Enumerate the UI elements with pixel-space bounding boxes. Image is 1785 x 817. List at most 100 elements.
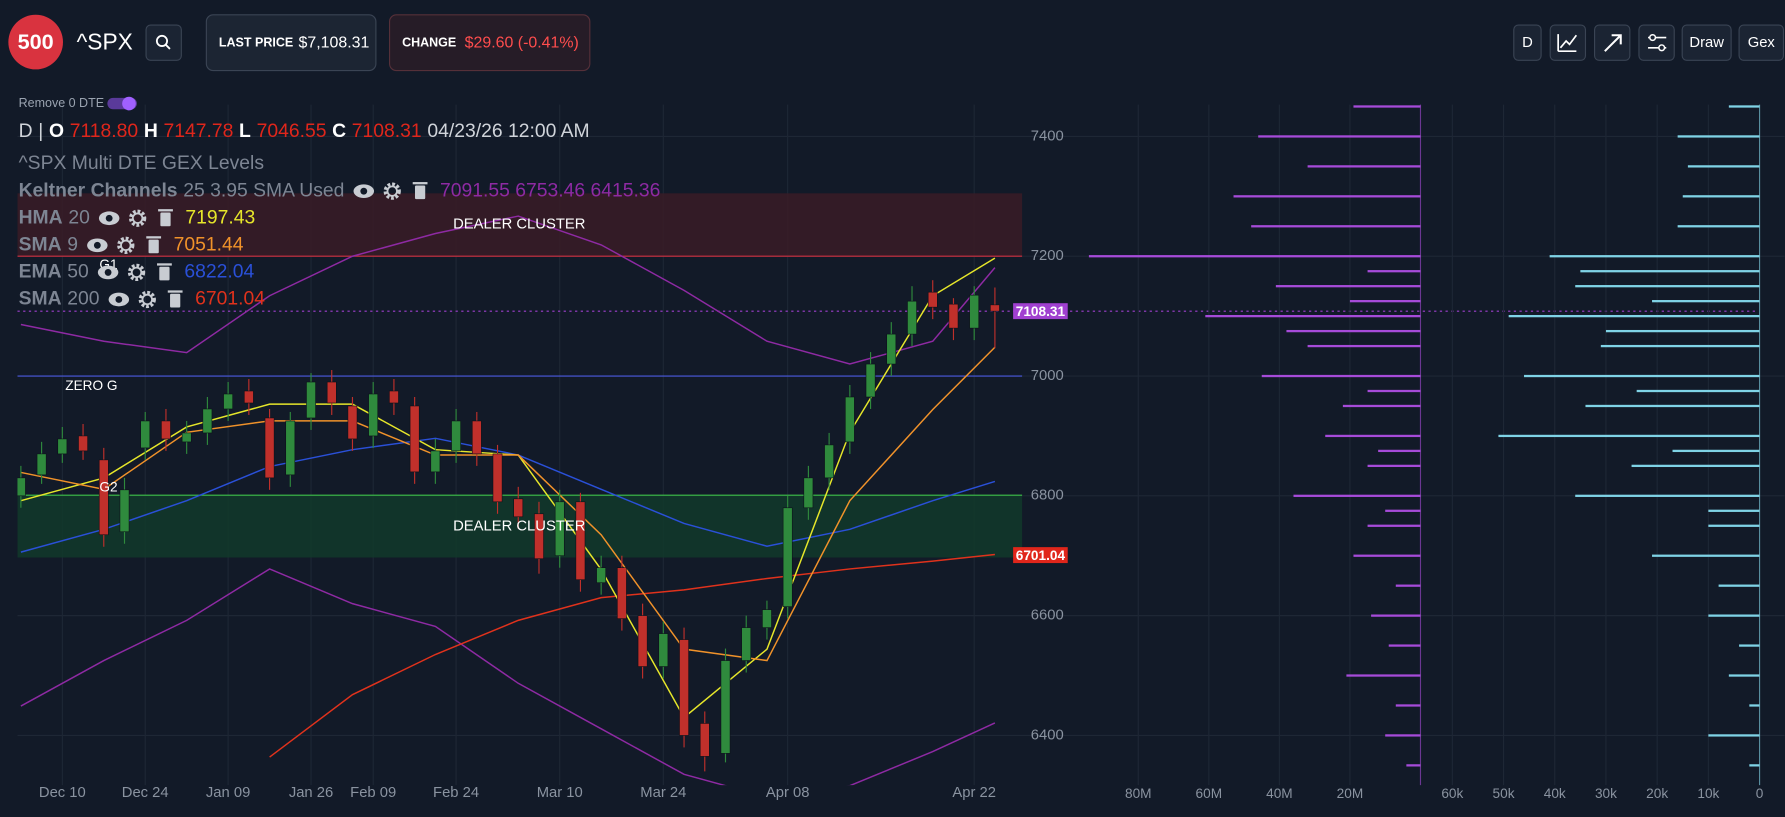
settings-icon[interactable]: [383, 182, 401, 200]
delete-icon[interactable]: [148, 239, 159, 254]
visibility-icon: [104, 268, 112, 276]
gex-bar: [1708, 614, 1760, 617]
search-icon: [165, 44, 171, 50]
x-tick-label: Feb 24: [433, 785, 479, 801]
visibility-icon: [360, 187, 368, 195]
gex-bar: [1677, 135, 1760, 138]
y-tick-label: 6400: [1031, 727, 1064, 743]
legend-field-label: C: [332, 120, 346, 142]
toggle-knob[interactable]: [122, 96, 136, 111]
candle-body: [202, 408, 213, 434]
indicator-params: 200: [67, 288, 99, 310]
indicator-values: 6701.04: [195, 288, 265, 310]
x-tick-label: Mar 24: [640, 785, 686, 801]
candle-body: [907, 300, 917, 335]
x-tick-label: 40k: [1544, 786, 1566, 801]
candle-body: [347, 405, 358, 440]
y-tick-label: 7000: [1031, 368, 1064, 384]
candle-body: [57, 438, 68, 455]
gex-bar: [1631, 464, 1760, 468]
indicator-name: SMA: [19, 288, 62, 310]
indicators-icon: [1557, 34, 1578, 53]
gex-bar: [1286, 329, 1421, 333]
price-tag: [1013, 303, 1068, 320]
gex-bar: [1739, 644, 1760, 647]
gex-bar: [1652, 300, 1760, 303]
y-tick-label: 7400: [1031, 128, 1064, 144]
change: $29.60 (-0.41%): [465, 34, 579, 51]
settings-icon[interactable]: [127, 263, 146, 282]
zero-gamma-label: ZERO G: [65, 378, 117, 393]
gex-button[interactable]: [1738, 24, 1785, 61]
gex-bar: [1385, 734, 1421, 737]
candle-body: [782, 507, 793, 607]
price-tag: [1013, 547, 1068, 564]
gex-button-label: Gex: [1748, 35, 1776, 51]
indicator-params: 50: [67, 261, 89, 283]
gex-bar: [1367, 464, 1421, 468]
candle-body: [140, 420, 151, 449]
candle-body: [886, 333, 897, 365]
delete-icon[interactable]: [170, 293, 181, 308]
gex-bar: [1367, 389, 1421, 393]
gex-bar: [1395, 704, 1421, 707]
gex-bar: [1406, 764, 1421, 767]
draw-button[interactable]: [1681, 24, 1732, 61]
delete-icon: [158, 209, 173, 212]
gex-bar: [1652, 554, 1760, 557]
indicator-values: 6822.04: [184, 261, 254, 283]
gex-bar: [1233, 195, 1421, 198]
gex-bar: [1325, 434, 1421, 438]
candle-body: [637, 615, 648, 667]
candle-body: [824, 444, 834, 479]
indicator-line: [20, 568, 996, 786]
settings-button[interactable]: [1638, 24, 1675, 61]
settings-icon[interactable]: [138, 290, 156, 309]
x-tick-label: Mar 10: [537, 785, 583, 801]
candle-body: [575, 501, 586, 580]
delete-icon: [167, 290, 183, 293]
x-tick-label: Dec 24: [122, 785, 169, 801]
search-button[interactable]: [145, 24, 182, 61]
delete-icon[interactable]: [159, 266, 170, 281]
legend-field-value: 7118.80: [70, 120, 138, 142]
indicator-line: [269, 553, 995, 758]
gex-bar: [1251, 225, 1421, 228]
gex-bar: [1367, 524, 1421, 527]
gex-bar: [1353, 105, 1421, 108]
gex-bar: [1636, 389, 1760, 393]
legend-field-value: 7046.55: [257, 120, 327, 142]
gex-bar: [1293, 494, 1421, 497]
candle-body: [285, 420, 296, 476]
y-tick-label: 7200: [1031, 248, 1064, 264]
gex-bar: [1088, 255, 1421, 258]
settings-icon[interactable]: [128, 209, 147, 227]
candle-body: [161, 420, 171, 440]
legend-field-label: L: [239, 120, 251, 142]
indicator-name: HMA: [19, 206, 63, 228]
candle-body: [430, 450, 441, 473]
gex-bar: [1205, 314, 1421, 318]
indicator-params: 20: [68, 206, 90, 228]
settings-icon[interactable]: [117, 236, 135, 254]
delete-icon[interactable]: [414, 185, 426, 200]
candle-body: [741, 627, 752, 661]
interval-button-label: D: [1522, 35, 1533, 51]
settings-icon: [141, 293, 153, 306]
gex-bar: [1349, 300, 1421, 303]
gex-bar: [1346, 674, 1421, 677]
settings-icon: [120, 239, 132, 252]
gex-bar: [1708, 524, 1760, 527]
visibility-icon: [115, 296, 123, 303]
candle-body: [409, 405, 420, 473]
dealer-cluster-zone: [17, 193, 1023, 257]
interval-button[interactable]: [1513, 24, 1542, 61]
delete-icon[interactable]: [160, 212, 171, 227]
indicator-values: 7091.55 6753.46 6415.36: [440, 179, 660, 201]
gex-bar: [1600, 344, 1760, 348]
candle-body: [990, 304, 1000, 312]
x-tick-label: Jan 26: [289, 785, 333, 801]
x-tick-label: 10k: [1697, 786, 1719, 801]
candle-body: [244, 390, 254, 404]
